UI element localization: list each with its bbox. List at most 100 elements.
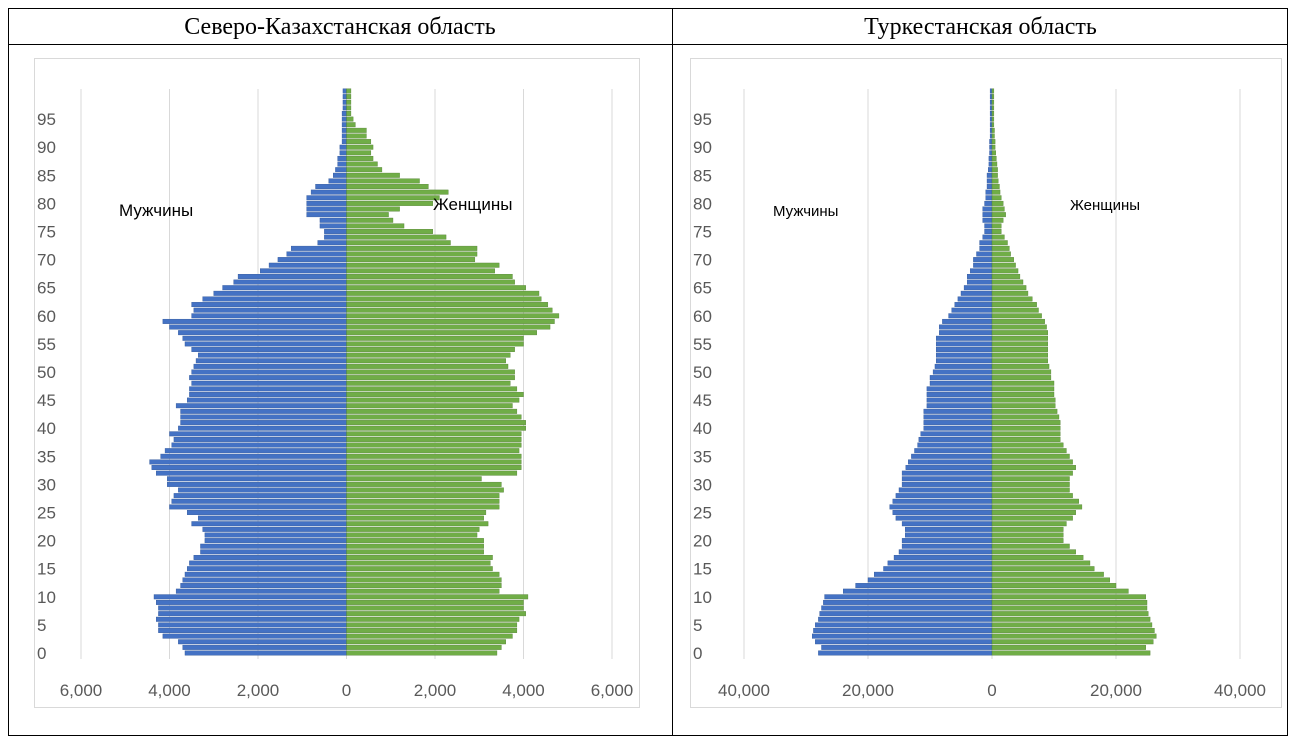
male-bar <box>175 403 347 409</box>
y-tick-label: 0 <box>693 644 702 663</box>
female-bar <box>346 341 524 347</box>
male-bar <box>923 414 993 420</box>
female-bar <box>346 498 500 504</box>
female-bar <box>346 403 513 409</box>
female-bar <box>991 262 1016 268</box>
male-bar <box>169 431 347 437</box>
male-bar <box>198 352 347 358</box>
male-bar <box>184 650 347 656</box>
male-bar <box>277 257 347 263</box>
male-bar <box>189 560 347 566</box>
male-bar <box>895 493 993 499</box>
female-bar <box>346 105 352 111</box>
male-bar <box>979 240 993 246</box>
male-bar <box>926 392 993 397</box>
male-bar <box>178 425 347 431</box>
female-bar <box>991 363 1050 369</box>
female-bar <box>346 622 518 628</box>
y-tick-label: 75 <box>37 223 56 242</box>
y-tick-label: 5 <box>37 616 46 635</box>
female-series <box>991 88 1157 656</box>
y-tick-label: 25 <box>37 504 56 523</box>
female-bar <box>991 498 1080 504</box>
female-bar <box>346 139 372 145</box>
male-bar <box>989 133 993 139</box>
female-bar <box>991 521 1067 527</box>
male-bar <box>988 167 993 173</box>
male-bar <box>815 622 993 628</box>
male-bar <box>967 279 993 285</box>
female-bar <box>991 594 1146 600</box>
male-bar <box>158 611 347 617</box>
x-tick-label: 6,000 <box>591 681 634 700</box>
female-bar <box>991 251 1011 257</box>
female-bar <box>346 335 524 341</box>
female-bar <box>991 234 1005 240</box>
female-bar <box>991 588 1129 594</box>
male-bar <box>986 172 993 178</box>
y-tick-label: 75 <box>693 223 712 242</box>
female-bar <box>991 577 1111 583</box>
male-bar <box>180 420 347 426</box>
male-bar <box>180 414 347 420</box>
female-bar <box>991 453 1070 459</box>
female-bar <box>991 167 998 173</box>
male-annotation: Мужчины <box>119 201 193 220</box>
female-bar <box>346 257 476 263</box>
female-bar <box>346 234 447 240</box>
male-bar <box>324 229 347 234</box>
male-bar <box>985 189 993 195</box>
male-bar <box>989 116 993 122</box>
female-bar <box>991 155 997 161</box>
female-bar <box>346 184 429 189</box>
male-bar <box>967 274 993 279</box>
female-bar <box>991 184 1000 189</box>
male-bar <box>169 324 347 330</box>
male-bar <box>970 268 993 274</box>
female-bar <box>991 133 995 139</box>
female-bar <box>991 279 1024 285</box>
x-tick-label: 40,000 <box>1214 681 1266 700</box>
male-bar <box>189 392 347 397</box>
male-bar <box>333 172 347 178</box>
male-bar <box>173 493 347 499</box>
y-tick-label: 35 <box>37 447 56 466</box>
male-bar <box>984 223 993 229</box>
female-bar <box>991 217 1004 223</box>
male-bar <box>167 481 347 487</box>
female-bar <box>991 369 1052 375</box>
male-bar <box>911 453 993 459</box>
male-bar <box>823 599 993 605</box>
female-bar <box>991 515 1073 521</box>
female-bar <box>346 206 400 212</box>
male-bar <box>815 639 993 645</box>
male-bar <box>204 538 347 544</box>
male-bar <box>175 588 347 594</box>
column-divider <box>672 8 673 736</box>
female-bar <box>991 386 1055 392</box>
chart-north-kazakhstan: 0 5 10 15 20 25 30 35 40 45 50 55 60 65 70 75 80 85 90 95 6,… <box>34 58 640 708</box>
female-bar <box>991 274 1021 279</box>
male-bar <box>184 341 347 347</box>
male-bar <box>198 515 347 521</box>
female-bar <box>346 571 500 577</box>
male-bar <box>842 588 993 594</box>
female-bar <box>346 583 502 589</box>
male-bar <box>988 161 993 167</box>
male-bar <box>824 594 993 600</box>
female-bar <box>346 436 522 442</box>
y-tick-label: 0 <box>37 644 46 663</box>
female-bar <box>991 470 1073 476</box>
male-bar <box>178 639 347 645</box>
male-bar <box>889 504 993 510</box>
male-bar <box>901 470 993 476</box>
male-bar <box>339 150 347 156</box>
y-tick-label: 25 <box>693 504 712 523</box>
male-bar <box>342 88 347 94</box>
male-bar <box>149 459 347 465</box>
female-bar <box>346 133 367 139</box>
female-bar <box>991 465 1076 470</box>
female-bar <box>991 139 996 145</box>
y-tick-label: 10 <box>37 588 56 607</box>
male-bar <box>158 628 347 633</box>
